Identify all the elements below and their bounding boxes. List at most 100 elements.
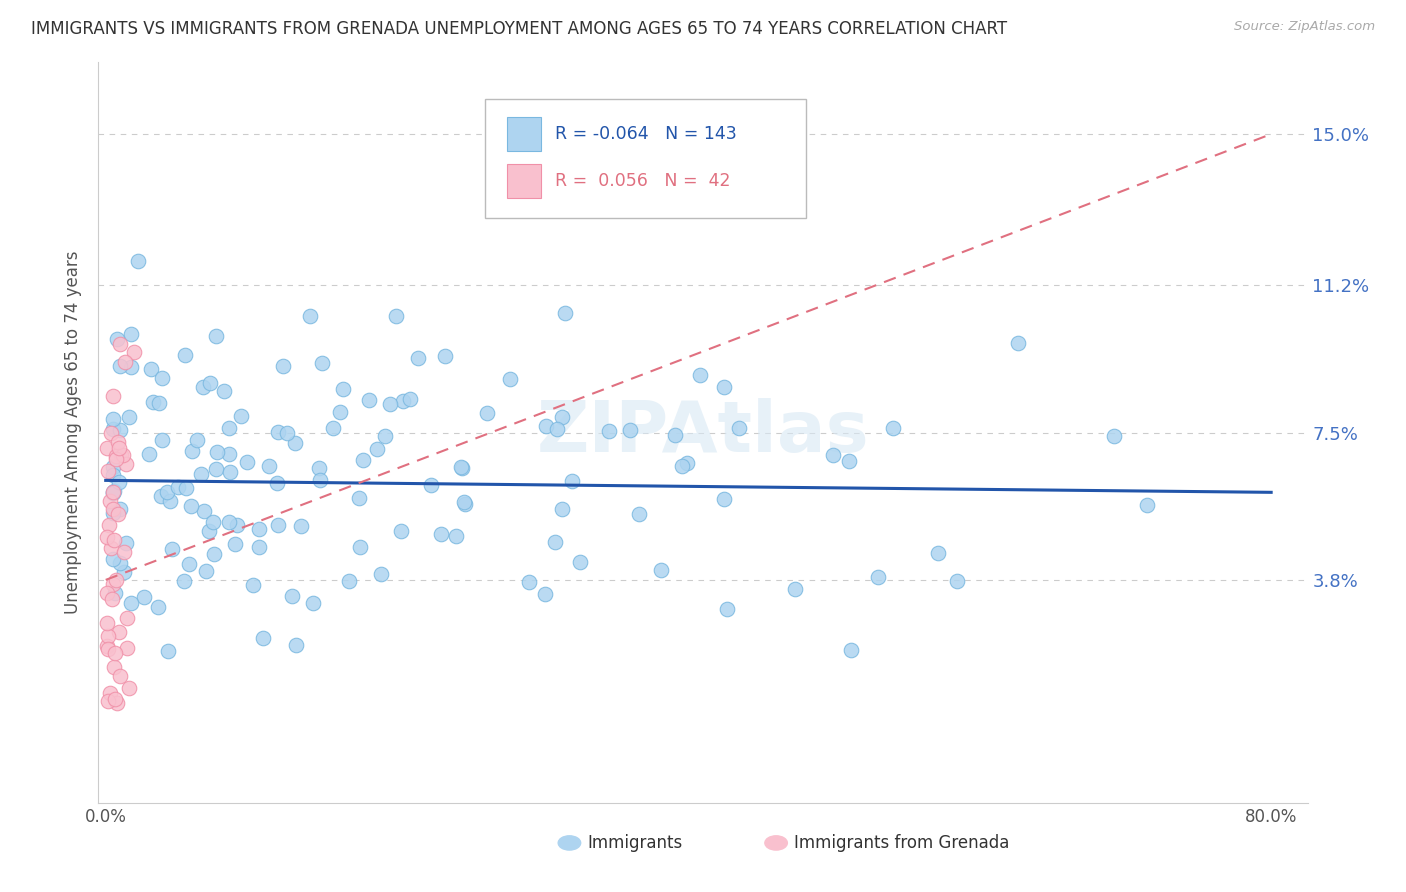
Point: [276, 425, 298, 440]
Point: [103, 389, 125, 403]
Point: [349, 540, 371, 554]
Point: [96, 586, 118, 600]
Point: [218, 515, 240, 529]
Point: [156, 485, 179, 500]
Point: [186, 433, 208, 447]
Point: [108, 359, 131, 374]
Point: [159, 493, 181, 508]
Point: [157, 644, 180, 658]
Point: [173, 574, 195, 588]
Point: [101, 486, 124, 500]
Point: [419, 478, 441, 492]
Point: [108, 475, 131, 490]
Point: [554, 306, 576, 320]
Bar: [508, 117, 541, 152]
Point: [236, 455, 259, 469]
Point: [290, 519, 312, 533]
Point: [96, 530, 118, 544]
Point: [190, 467, 212, 482]
Point: [838, 454, 860, 468]
Point: [120, 595, 142, 609]
Point: [212, 384, 235, 398]
Point: [110, 448, 132, 462]
Point: [180, 444, 202, 458]
Point: [112, 545, 135, 559]
Point: [1136, 498, 1159, 512]
Point: [100, 541, 122, 555]
Point: [551, 410, 574, 425]
Point: [202, 515, 225, 529]
Point: [671, 458, 693, 473]
Point: [167, 481, 190, 495]
Point: [97, 694, 120, 708]
Point: [108, 669, 131, 683]
Point: [101, 551, 124, 566]
Point: [322, 421, 344, 435]
Point: [205, 444, 228, 458]
Point: [103, 483, 125, 498]
Point: [98, 686, 121, 700]
Point: [927, 546, 949, 560]
Point: [551, 502, 574, 516]
Point: [122, 345, 145, 359]
Point: [299, 309, 322, 323]
Point: [103, 660, 125, 674]
Point: [117, 640, 139, 655]
Point: [120, 326, 142, 341]
Point: [561, 474, 583, 488]
Point: [138, 447, 160, 461]
Bar: [508, 164, 541, 198]
Y-axis label: Unemployment Among Ages 65 to 74 years: Unemployment Among Ages 65 to 74 years: [65, 251, 83, 615]
Point: [252, 631, 274, 645]
Point: [96, 639, 118, 653]
Point: [378, 397, 401, 411]
Point: [224, 537, 246, 551]
Text: R = -0.064   N = 143: R = -0.064 N = 143: [555, 125, 737, 144]
Point: [675, 456, 697, 470]
Point: [101, 411, 124, 425]
Point: [713, 491, 735, 506]
Point: [783, 582, 806, 596]
Point: [619, 423, 641, 437]
Text: Immigrants: Immigrants: [588, 834, 683, 852]
Point: [115, 610, 138, 624]
Point: [308, 473, 330, 487]
Point: [114, 355, 136, 369]
Point: [534, 587, 557, 601]
Point: [357, 392, 380, 407]
Point: [191, 379, 214, 393]
Point: [406, 351, 429, 366]
Point: [352, 453, 374, 467]
Point: [302, 596, 325, 610]
Point: [114, 565, 136, 579]
Point: [180, 499, 202, 513]
Point: [97, 641, 120, 656]
Point: [267, 517, 290, 532]
Point: [337, 574, 360, 589]
Point: [385, 309, 408, 323]
Point: [391, 524, 413, 539]
Point: [247, 522, 270, 536]
Point: [392, 394, 415, 409]
Point: [105, 451, 128, 466]
Point: [229, 409, 252, 424]
Point: [534, 419, 557, 434]
Point: [141, 361, 163, 376]
Point: [366, 442, 388, 456]
Point: [242, 578, 264, 592]
Point: [174, 481, 197, 495]
Point: [194, 564, 217, 578]
Point: [97, 629, 120, 643]
Point: [105, 449, 128, 463]
Point: [347, 491, 370, 506]
Point: [142, 395, 165, 409]
Point: [454, 497, 477, 511]
Point: [108, 423, 131, 437]
Point: [101, 485, 124, 500]
Point: [627, 507, 650, 521]
Point: [546, 422, 568, 436]
Point: [664, 428, 686, 442]
Point: [97, 517, 120, 532]
Point: [114, 457, 136, 471]
Point: [108, 501, 131, 516]
